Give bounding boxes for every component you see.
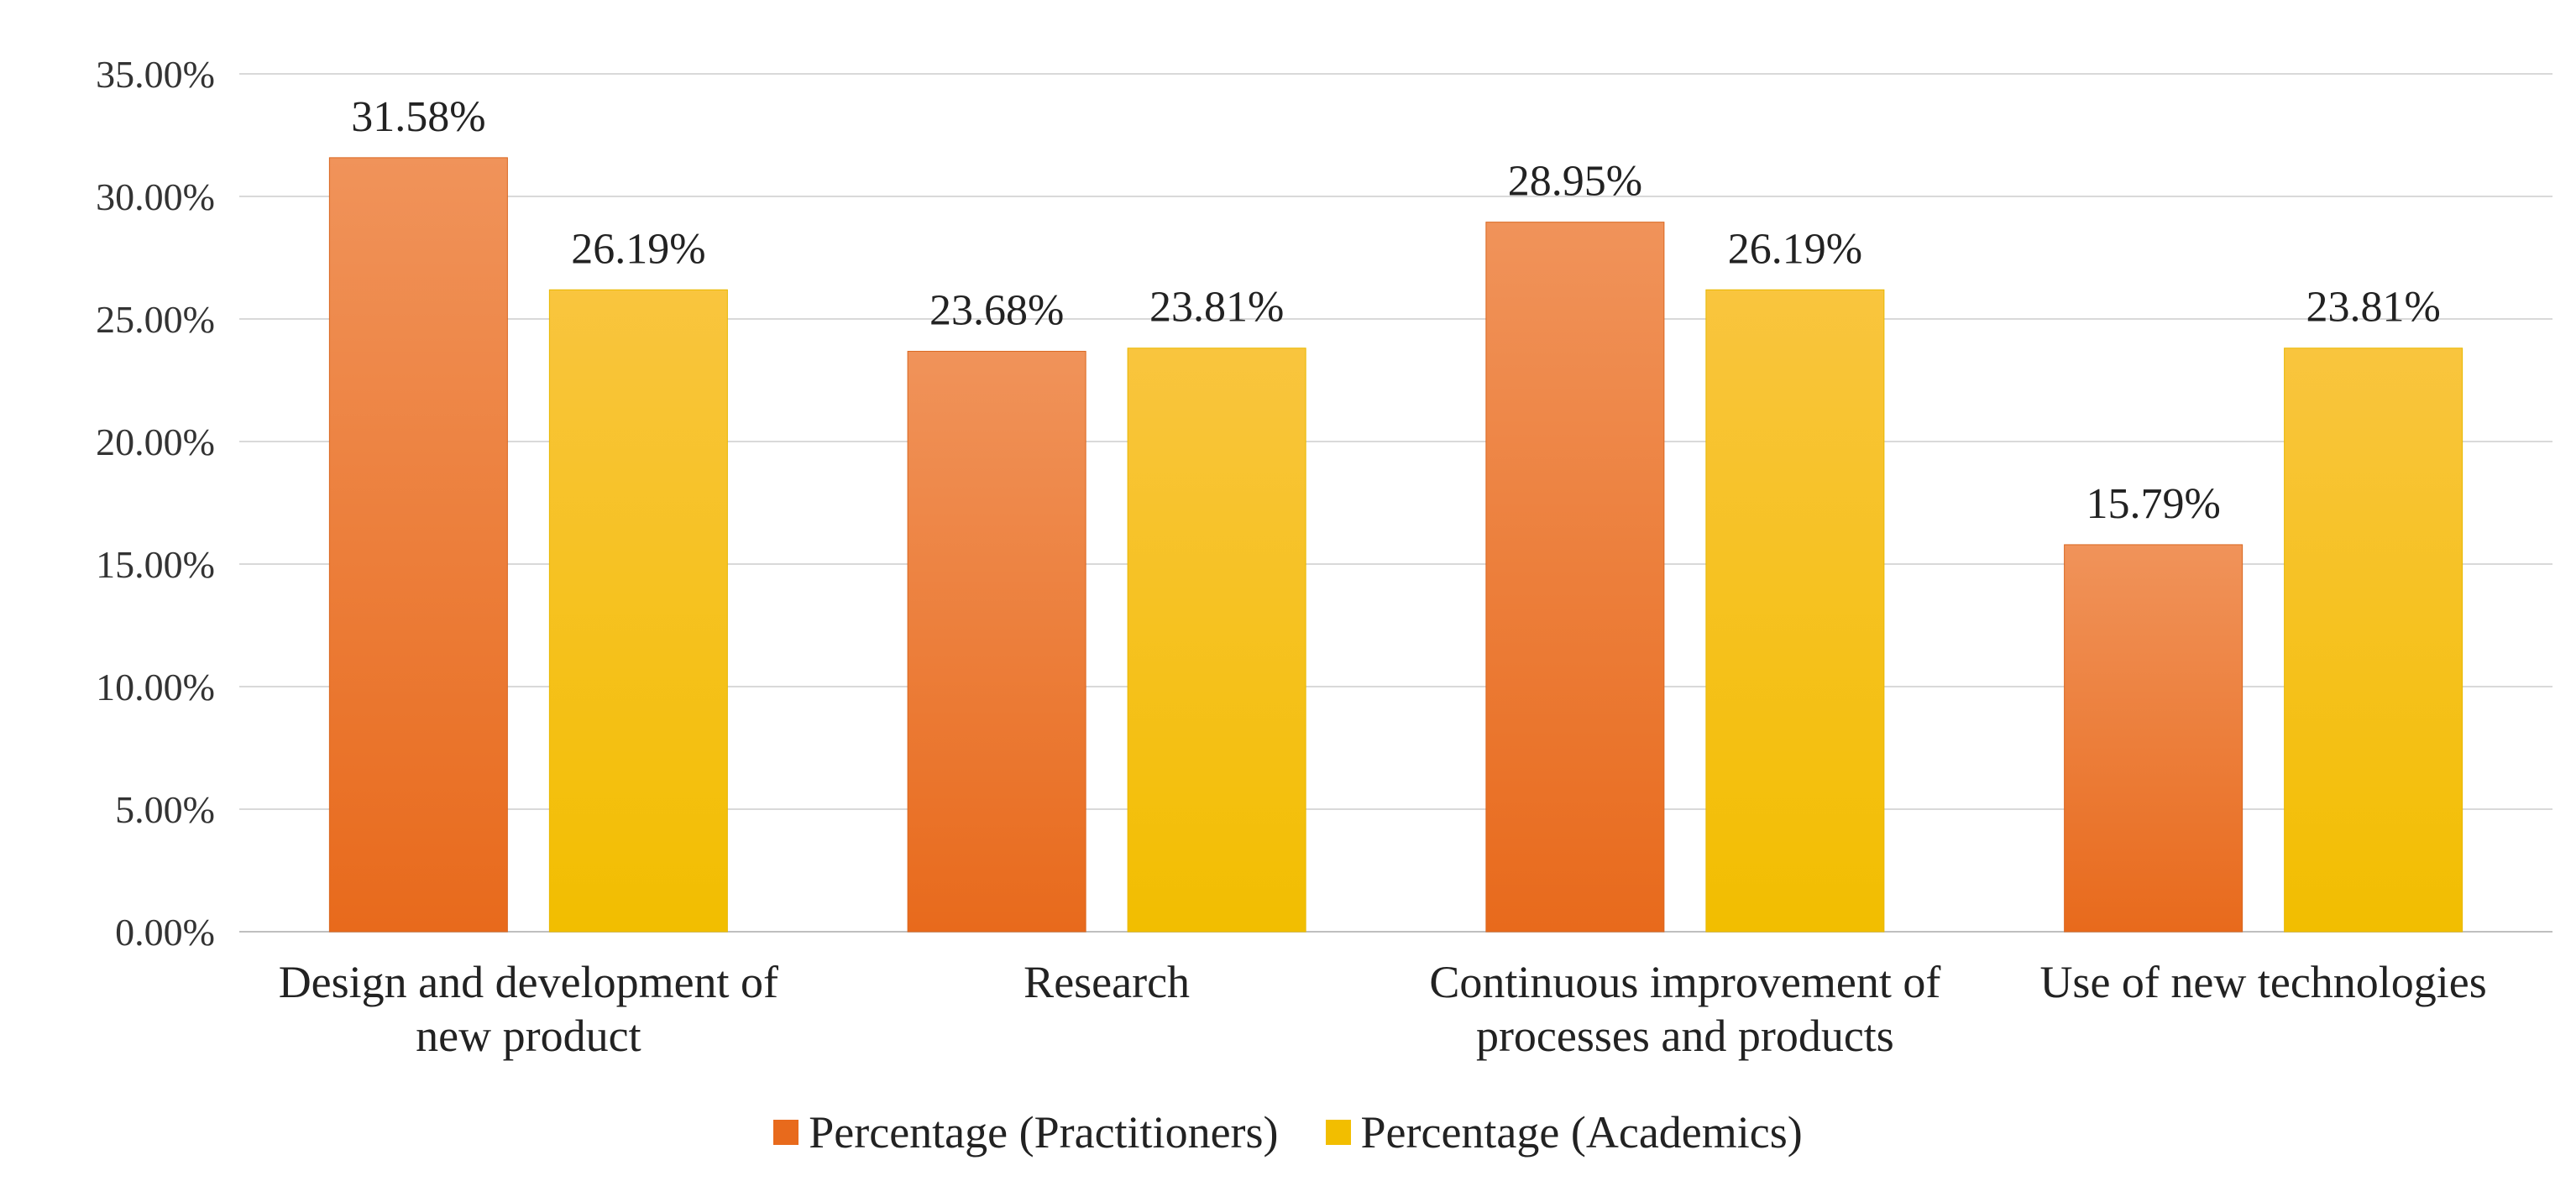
data-label: 15.79% [2086,480,2220,528]
bar-practitioners [328,157,508,933]
bar-academics [548,289,728,933]
y-tick-label: 30.00% [96,175,215,218]
legend-swatch-practitioners [773,1120,799,1145]
bar-academics [2284,348,2463,933]
legend-swatch-academics [1325,1120,1351,1145]
data-labels: 31.58% 26.19% 23.68% 23.81% 28.95% 26.19% 15.7… [351,93,2441,528]
data-label: 26.19% [571,225,705,273]
legend: Percentage (Practitioners) Percentage (A… [0,1106,2576,1158]
legend-item-academics: Percentage (Academics) [1325,1106,1803,1158]
y-tick-label: 15.00% [96,543,215,586]
y-axis: 0.00% 5.00% 10.00% 15.00% 20.00% 25.00% 30.00%… [96,53,215,954]
category-label: Research [1024,957,1190,1007]
bar-practitioners [1485,222,1665,933]
category-label: Design and development of [279,957,778,1007]
category-label: new product [416,1011,641,1061]
category-label: Continuous improvement of [1429,957,1940,1007]
y-tick-label: 20.00% [96,421,215,463]
bar-academics [1705,289,1885,933]
legend-label-practitioners: Percentage (Practitioners) [809,1107,1279,1158]
y-tick-label: 35.00% [96,53,215,96]
data-label: 23.81% [1149,284,1284,332]
legend-label-academics: Percentage (Academics) [1360,1107,1803,1158]
data-label: 28.95% [1508,158,1642,206]
y-tick-label: 5.00% [115,788,215,831]
bar-academics [1127,348,1306,933]
y-tick-label: 0.00% [115,911,215,954]
data-label: 23.81% [2306,284,2440,332]
data-label: 23.68% [929,287,1064,335]
bar-practitioners [907,351,1086,933]
y-tick-label: 25.00% [96,298,215,341]
data-label: 31.58% [351,93,485,141]
bar-practitioners [2064,544,2244,933]
legend-item-practitioners: Percentage (Practitioners) [773,1106,1279,1158]
category-label: processes and products [1476,1011,1894,1061]
bars [328,157,2463,933]
category-label: Use of new technologies [2039,957,2486,1007]
y-tick-label: 10.00% [96,666,215,708]
data-label: 26.19% [1728,225,1862,273]
